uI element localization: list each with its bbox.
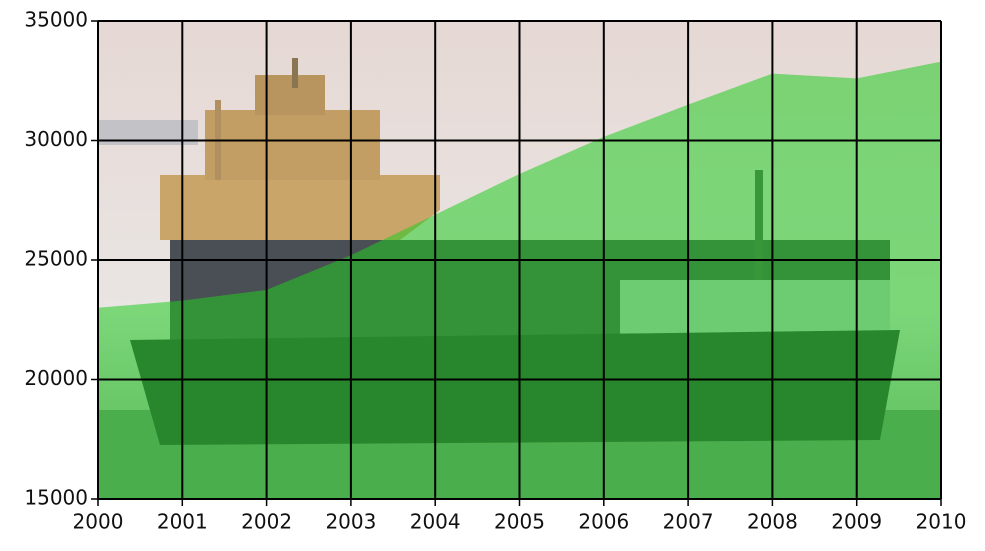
y-tick-label: 30000 [24,127,88,151]
x-tick-label: 2001 [157,510,208,534]
x-tick-label: 2009 [831,510,882,534]
x-tick-label: 2005 [494,510,545,534]
y-tick-label: 20000 [24,366,88,390]
x-tick-label: 2004 [410,510,461,534]
x-tick-label: 2007 [663,510,714,534]
y-tick-label: 25000 [24,247,88,271]
x-tick-label: 2008 [747,510,798,534]
y-tick-label: 35000 [24,8,88,32]
x-tick-label: 2002 [241,510,292,534]
x-tick-label: 2010 [916,510,967,534]
x-tick-label: 2006 [578,510,629,534]
x-tick-label: 2000 [73,510,124,534]
y-tick-label: 15000 [24,486,88,510]
x-tick-label: 2003 [325,510,376,534]
